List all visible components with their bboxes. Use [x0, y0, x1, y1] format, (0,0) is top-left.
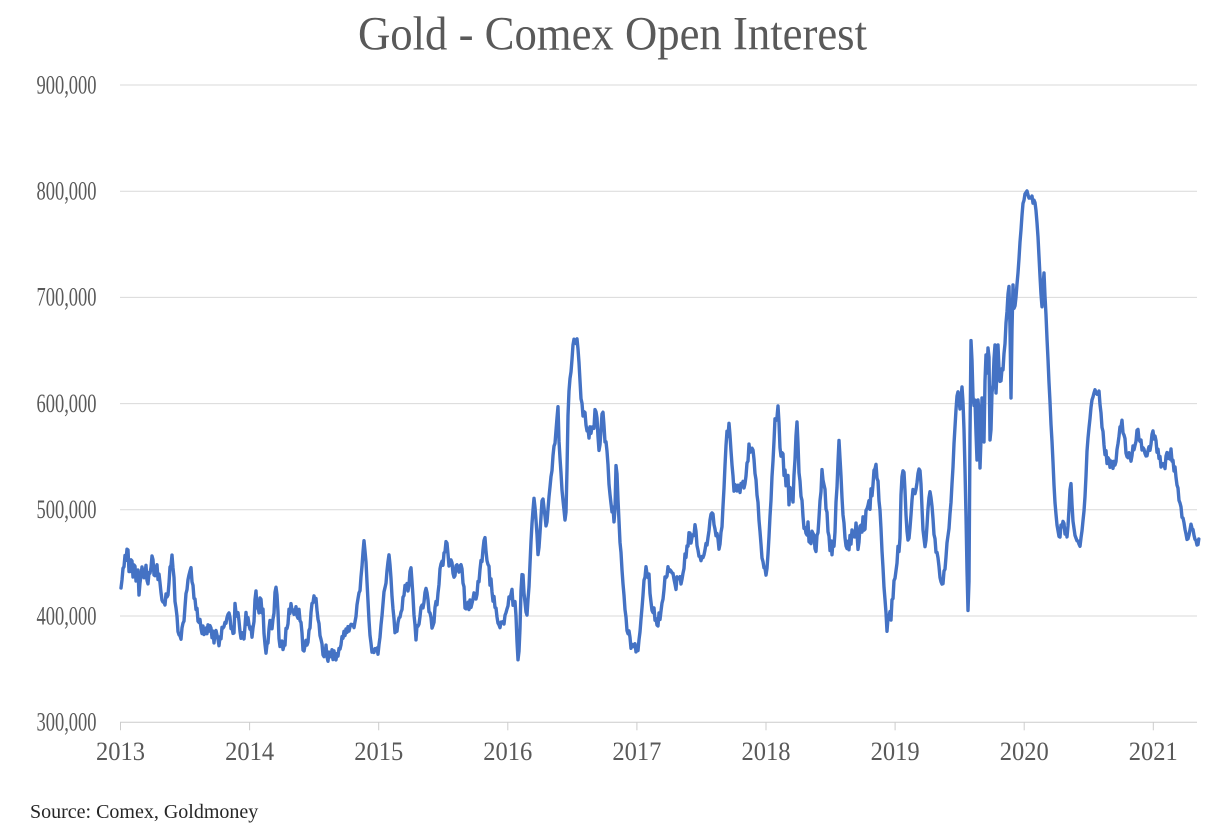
svg-text:2021: 2021: [1129, 737, 1178, 766]
svg-text:Gold - Comex Open Interest: Gold - Comex Open Interest: [358, 8, 868, 61]
svg-text:800,000: 800,000: [37, 177, 97, 206]
svg-text:2018: 2018: [742, 737, 791, 766]
svg-text:2016: 2016: [483, 737, 532, 766]
svg-text:2013: 2013: [96, 737, 145, 766]
svg-text:900,000: 900,000: [37, 70, 97, 99]
svg-text:400,000: 400,000: [37, 601, 97, 630]
svg-text:500,000: 500,000: [37, 495, 97, 524]
svg-text:2017: 2017: [612, 737, 661, 766]
svg-text:Source: Comex, Goldmoney: Source: Comex, Goldmoney: [30, 801, 258, 823]
svg-text:2014: 2014: [225, 737, 274, 766]
svg-text:600,000: 600,000: [37, 389, 97, 418]
svg-text:700,000: 700,000: [37, 283, 97, 312]
svg-text:2015: 2015: [354, 737, 403, 766]
svg-text:2019: 2019: [871, 737, 920, 766]
svg-text:300,000: 300,000: [37, 708, 97, 737]
svg-text:2020: 2020: [1000, 737, 1049, 766]
